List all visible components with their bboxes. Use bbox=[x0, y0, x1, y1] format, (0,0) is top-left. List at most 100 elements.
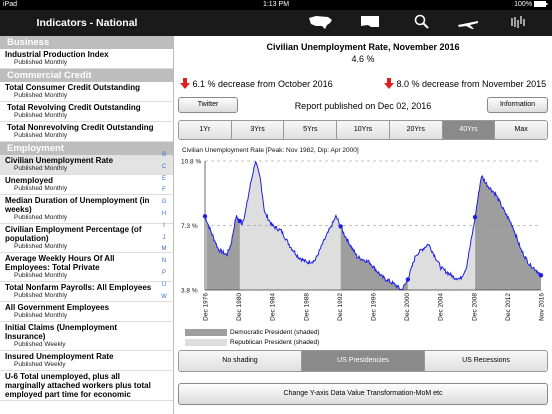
left-nav-bar: Indicators - National bbox=[0, 10, 174, 36]
unemployment-chart[interactable]: 10.8 % 7.3 % 3.8 % Dec 1976 Dec 1980 Dec 1984… bbox=[174, 154, 552, 330]
legend-swatch-republican bbox=[185, 339, 227, 346]
right-nav-bar bbox=[174, 10, 552, 36]
presidency-shade-republican bbox=[239, 161, 341, 290]
list-item[interactable]: Insured Unemployment Rate Published Weekl… bbox=[0, 351, 173, 371]
item-title: Insured Unemployment Rate bbox=[5, 352, 114, 361]
presidency-shade-democratic bbox=[340, 226, 408, 290]
legend-democratic: Democratic President (shaded) bbox=[182, 328, 320, 338]
index-letter[interactable]: B bbox=[161, 152, 166, 158]
x-tick-label: Nov 2016 bbox=[539, 293, 546, 321]
timeframe-max[interactable]: Max bbox=[495, 121, 547, 139]
timeframe-5yrs[interactable]: 5Yrs bbox=[284, 121, 338, 139]
transform-button[interactable]: Change Y-axis Data Value Transformation-… bbox=[178, 383, 548, 405]
indicator-value: 4.6 % bbox=[351, 54, 375, 64]
arrow-down-icon bbox=[384, 78, 394, 89]
index-letter[interactable]: U bbox=[161, 281, 167, 288]
section-header-business: Business bbox=[0, 36, 173, 49]
shading-selector: No shading US Presidencies US Recessions bbox=[178, 350, 548, 372]
index-letter[interactable]: F bbox=[162, 187, 166, 194]
indicator-sidebar[interactable]: Business Industrial Production Index Publ… bbox=[0, 36, 174, 414]
data-point bbox=[538, 273, 544, 278]
data-point bbox=[472, 215, 478, 220]
x-tick-label: Dec 1980 bbox=[236, 293, 243, 321]
list-item[interactable]: Total Nonrevolving Credit Outstanding Pub… bbox=[0, 122, 173, 142]
shading-us-presidencies[interactable]: US Presidencies bbox=[302, 351, 425, 371]
dow-chart-icon[interactable] bbox=[510, 14, 526, 30]
search-icon[interactable] bbox=[414, 14, 430, 30]
x-tick-label: Dec 2008 bbox=[471, 293, 478, 321]
list-item[interactable]: Total Consumer Credit Outstanding Publish… bbox=[0, 82, 173, 102]
information-button[interactable]: Information bbox=[487, 97, 548, 113]
status-bar: iPad 1:13 PM 100% bbox=[0, 0, 552, 10]
item-title: Civilian Unemployment Rate bbox=[5, 156, 114, 165]
list-item-selected[interactable]: Civilian Unemployment Rate Published Mont… bbox=[0, 155, 173, 175]
report-date: Report published on Dec 02, 2016 bbox=[294, 101, 432, 111]
carrier-label: iPad bbox=[3, 1, 18, 8]
item-subtitle: Published Monthly bbox=[14, 185, 68, 192]
index-letter[interactable]: E bbox=[161, 175, 166, 182]
section-header-employment: Employment bbox=[0, 142, 173, 155]
list-item[interactable]: Unemployed Published Monthly bbox=[0, 175, 173, 195]
item-subtitle: Published Weekly bbox=[14, 361, 66, 368]
index-letter[interactable]: M bbox=[161, 246, 167, 253]
index-letter[interactable]: H bbox=[161, 210, 167, 217]
item-subtitle: Published Monthly bbox=[14, 272, 68, 279]
item-subtitle: Published Monthly bbox=[14, 214, 68, 221]
timeframe-40yrs[interactable]: 40Yrs bbox=[442, 121, 496, 139]
shading-none[interactable]: No shading bbox=[179, 351, 302, 371]
timeframe-10yrs[interactable]: 10Yrs bbox=[337, 121, 390, 139]
item-title: Civilian Employment Percentage (of popul… bbox=[5, 225, 142, 243]
index-letter[interactable]: C bbox=[161, 163, 167, 170]
list-item[interactable]: Industrial Production Index Published Mon… bbox=[0, 49, 173, 69]
list-item[interactable]: U-6 Total unemployed, plus all marginall… bbox=[0, 371, 173, 401]
monthly-change: 6.1 % decrease from October 2016 bbox=[180, 78, 333, 89]
airplane-icon[interactable] bbox=[456, 14, 480, 30]
item-title: Industrial Production Index bbox=[5, 50, 109, 59]
us-map-icon[interactable] bbox=[308, 14, 334, 30]
timeframe-20yrs[interactable]: 20Yrs bbox=[389, 121, 443, 139]
item-title: Total Nonrevolving Credit Outstanding bbox=[7, 123, 154, 132]
y-tick-label: 10.8 % bbox=[181, 159, 201, 166]
item-subtitle: Published Monthly bbox=[14, 132, 68, 139]
item-subtitle: Published Monthly bbox=[14, 243, 68, 250]
legend-label: Democratic President (shaded) bbox=[230, 329, 320, 336]
shading-us-recessions[interactable]: US Recessions bbox=[425, 351, 547, 371]
index-letter[interactable]: P bbox=[161, 269, 166, 276]
presidency-shade-republican bbox=[407, 217, 476, 290]
x-tick-label: Dec 1984 bbox=[270, 293, 277, 321]
list-item[interactable]: Median Duration of Unemployment (in week… bbox=[0, 195, 173, 224]
timeframe-3yrs[interactable]: 3Yrs bbox=[231, 121, 285, 139]
list-item[interactable]: All Government Employees Published Monthl… bbox=[0, 302, 173, 322]
data-point bbox=[202, 214, 208, 219]
list-item[interactable]: Total Revolving Credit Outstanding Publis… bbox=[0, 102, 173, 122]
index-letter[interactable]: G bbox=[161, 199, 167, 206]
x-tick-label: Dec 1996 bbox=[371, 293, 378, 321]
list-item[interactable]: Total Nonfarm Payrolls: All Employees Pub… bbox=[0, 282, 173, 302]
state-map-icon[interactable] bbox=[359, 14, 381, 30]
timeframe-1yr[interactable]: 1Yr bbox=[179, 121, 232, 139]
item-title: Total Consumer Credit Outstanding bbox=[5, 83, 140, 92]
item-title: Unemployed bbox=[5, 176, 54, 185]
yearly-change: 8.0 % decrease from November 2015 bbox=[384, 78, 546, 89]
series-line bbox=[204, 160, 542, 291]
data-point bbox=[237, 218, 243, 224]
list-item[interactable]: Average Weekly Hours Of All Employees: T… bbox=[0, 253, 173, 282]
item-title: U-6 Total unemployed, plus all marginall… bbox=[5, 372, 151, 399]
index-letter[interactable]: W bbox=[161, 293, 167, 300]
item-title: Total Revolving Credit Outstanding bbox=[7, 103, 141, 112]
item-subtitle: Published Monthly bbox=[14, 59, 68, 66]
list-item[interactable]: Civilian Employment Percentage (of popul… bbox=[0, 224, 173, 253]
presidency-shade-democratic bbox=[475, 175, 541, 290]
chart-legend: Democratic President (shaded) Republican… bbox=[182, 328, 320, 348]
list-item[interactable]: Initial Claims (Unemployment Insurance) P… bbox=[0, 322, 173, 351]
y-tick-label: 7.3 % bbox=[181, 223, 198, 230]
x-tick-label: Dec 1988 bbox=[303, 293, 310, 321]
index-letter[interactable]: J bbox=[162, 234, 166, 241]
y-tick-label: 3.8 % bbox=[181, 288, 198, 295]
item-subtitle: Published Monthly bbox=[14, 312, 68, 319]
yearly-change-text: 8.0 % decrease from November 2015 bbox=[396, 79, 547, 89]
twitter-button[interactable]: Twitter bbox=[178, 97, 238, 113]
index-letter[interactable]: N bbox=[161, 258, 167, 265]
index-letter[interactable]: I bbox=[163, 222, 165, 229]
